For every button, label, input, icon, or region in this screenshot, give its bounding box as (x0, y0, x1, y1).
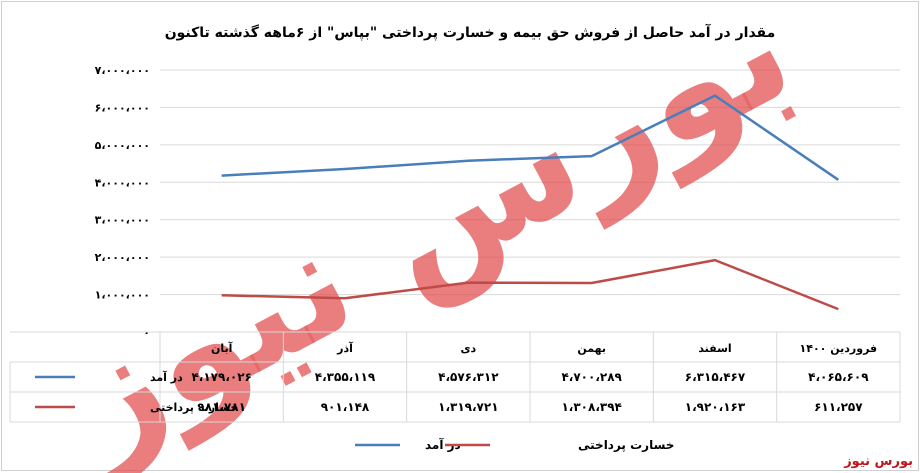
y-tick-label: ۲،۰۰۰،۰۰۰ (95, 251, 150, 264)
y-tick-label: ۶،۰۰۰،۰۰۰ (95, 101, 150, 114)
legend-label: خسارت پرداختی (578, 438, 674, 452)
row-header-label: خسارت پرداختی (150, 401, 238, 414)
data-label: ۴،۳۵۵،۱۱۹ (315, 370, 376, 384)
category-label: آذر (336, 341, 353, 355)
legend: در آمد خسارت پرداختی (355, 437, 674, 452)
data-label: ۱،۳۱۹،۷۲۱ (438, 400, 498, 414)
y-tick-label: ۷،۰۰۰،۰۰۰ (95, 64, 150, 77)
y-tick-label: ۴،۰۰۰،۰۰۰ (95, 176, 150, 189)
series-lines (221, 94, 840, 311)
y-axis: ۰۱،۰۰۰،۰۰۰۲،۰۰۰،۰۰۰۳،۰۰۰،۰۰۰۴،۰۰۰،۰۰۰۵،۰… (95, 64, 150, 339)
data-label: ۹۰۱،۱۴۸ (321, 400, 370, 414)
category-label: اسفند (698, 342, 731, 355)
series-line (221, 258, 839, 311)
data-label: ۱،۳۰۸،۳۹۴ (561, 400, 621, 414)
data-label: ۴،۷۰۰،۲۸۹ (561, 370, 622, 384)
data-label: ۶۱۱،۲۵۷ (814, 400, 863, 414)
category-label: آبان (211, 341, 233, 355)
category-label: دی (460, 342, 476, 355)
y-tick-label: ۵،۰۰۰،۰۰۰ (95, 139, 150, 152)
series-line (221, 94, 840, 181)
data-label: ۴،۰۶۵،۶۰۹ (808, 370, 869, 384)
row-header-label: در آمد (150, 370, 183, 384)
data-label: ۶،۳۱۵،۴۶۷ (685, 370, 746, 384)
chart-title: مقدار در آمد حاصل از فروش حق بیمه و خسار… (165, 23, 776, 41)
y-tick-label: ۱،۰۰۰،۰۰۰ (95, 289, 150, 302)
legend-label: در آمد (425, 437, 461, 452)
data-label: ۱،۹۲۰،۱۶۳ (685, 400, 746, 414)
category-label: فروردین ۱۴۰۰ (800, 342, 878, 355)
data-label: ۴،۱۷۹،۰۲۶ (191, 370, 251, 384)
brand-logo-text: بورس نیوز (844, 454, 913, 469)
data-table: آبان آذر دی بهمن اسفند فروردین ۱۴۰۰ در آمد ۴،۱۷… (9, 331, 901, 423)
data-label: ۴،۵۷۶،۳۱۲ (438, 370, 499, 384)
category-label: بهمن (577, 342, 606, 355)
data-label: ۹۸۱،۷۸۱ (197, 400, 246, 414)
y-tick-label: ۳،۰۰۰،۰۰۰ (95, 214, 150, 227)
